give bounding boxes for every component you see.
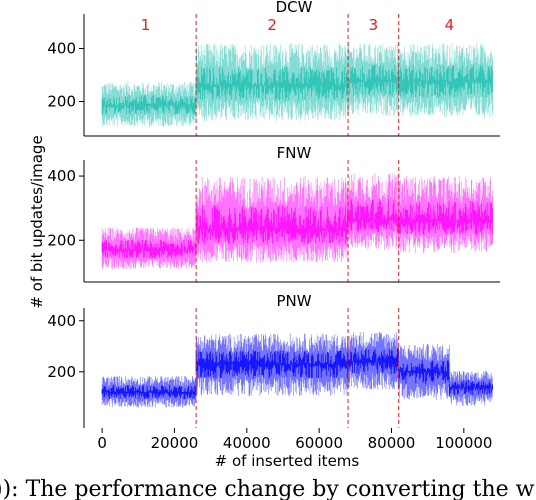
y-tick-label: 200 xyxy=(47,231,76,249)
x-tick-label: 40000 xyxy=(223,434,271,452)
series-core xyxy=(195,350,348,379)
region-label-2: 2 xyxy=(267,16,277,34)
panel-title: DCW xyxy=(276,0,313,16)
y-tick-label: 400 xyxy=(47,39,76,57)
panel-title: PNW xyxy=(276,292,311,310)
x-tick-label: 80000 xyxy=(368,434,416,452)
y-tick-label: 200 xyxy=(47,93,76,111)
series-core xyxy=(101,95,197,115)
region-label-1: 1 xyxy=(141,16,151,34)
series-segment-3 xyxy=(347,173,399,250)
series-segment-2 xyxy=(195,333,349,397)
panel-fnw: 200 400 FNW xyxy=(47,144,500,283)
series-segment-2 xyxy=(195,43,349,122)
x-tick-label: 20000 xyxy=(151,434,199,452)
series-segment-1 xyxy=(101,81,197,127)
series-segment-3 xyxy=(347,43,399,117)
series-segment-1 xyxy=(101,227,197,270)
x-tick-label: 0 xyxy=(97,434,107,452)
y-tick-label: 400 xyxy=(47,312,76,330)
series-segment-4 xyxy=(398,343,450,400)
panel-pnw: 200 400 PNW 0 20000 40000 60000 80000 100000 # of… xyxy=(47,292,493,470)
region-label-4: 4 xyxy=(445,16,455,34)
series-core xyxy=(101,239,197,259)
y-tick-label: 200 xyxy=(47,363,76,381)
y-axis-label: # of bit updates/image xyxy=(28,135,46,308)
panel-title: FNW xyxy=(277,144,312,162)
x-tick-label: 60000 xyxy=(295,434,343,452)
data-band-pnw xyxy=(101,331,493,408)
series-segment-5 xyxy=(448,370,493,407)
panel-dcw: 200 400 DCW 1 2 3 4 xyxy=(47,0,500,137)
series-segment-2 xyxy=(195,176,349,263)
region-label-3: 3 xyxy=(369,16,379,34)
series-segment-4 xyxy=(398,43,494,118)
data-band-dcw xyxy=(101,43,494,127)
series-segment-3 xyxy=(347,331,399,390)
series-core xyxy=(448,379,493,396)
x-tick-label: 100000 xyxy=(435,434,492,452)
series-segment-4 xyxy=(398,176,494,254)
y-tick-label: 400 xyxy=(47,167,76,185)
series-segment-1 xyxy=(101,375,197,408)
series-core xyxy=(101,384,197,400)
x-axis-label: # of inserted items xyxy=(215,452,360,470)
data-band-fnw xyxy=(101,173,494,270)
figure-caption: )): The performance change by converting… xyxy=(0,477,535,500)
